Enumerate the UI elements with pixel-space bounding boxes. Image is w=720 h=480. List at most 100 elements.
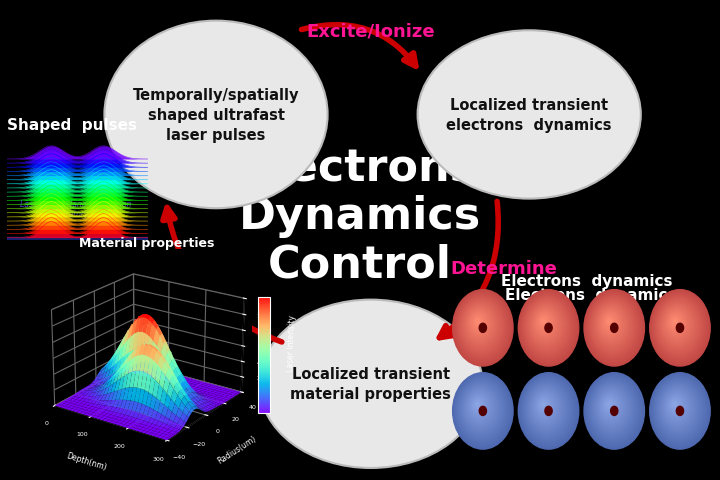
Circle shape (604, 398, 616, 413)
Circle shape (657, 300, 699, 353)
Circle shape (587, 376, 641, 444)
Circle shape (607, 319, 611, 324)
Circle shape (603, 397, 617, 415)
Circle shape (657, 299, 701, 354)
Ellipse shape (418, 31, 641, 199)
Circle shape (669, 314, 683, 332)
Circle shape (536, 396, 553, 416)
Circle shape (523, 295, 573, 359)
Circle shape (602, 313, 618, 333)
Circle shape (468, 310, 490, 338)
Circle shape (525, 299, 570, 354)
Circle shape (475, 401, 481, 408)
Circle shape (608, 403, 610, 406)
Circle shape (672, 401, 678, 408)
Ellipse shape (259, 300, 482, 468)
Bar (7, 237, 148, 240)
Circle shape (600, 393, 622, 420)
Circle shape (659, 301, 697, 350)
Circle shape (531, 388, 561, 427)
Circle shape (541, 319, 546, 324)
Text: Laser Micro/Nano Fabrication
Laboratory, RIT: Laser Micro/Nano Fabrication Laboratory,… (20, 199, 131, 218)
Circle shape (601, 312, 619, 335)
Circle shape (649, 290, 710, 366)
Circle shape (524, 297, 570, 356)
Circle shape (475, 318, 481, 326)
Circle shape (532, 391, 559, 424)
Circle shape (459, 381, 503, 437)
X-axis label: Depth(nm): Depth(nm) (66, 451, 108, 472)
Circle shape (676, 407, 683, 416)
Circle shape (585, 374, 643, 448)
Circle shape (541, 318, 546, 326)
Circle shape (660, 302, 696, 348)
Circle shape (584, 290, 644, 366)
Text: Electrons  dynamics: Electrons dynamics (501, 273, 672, 288)
Circle shape (585, 375, 642, 446)
Circle shape (528, 385, 564, 431)
Circle shape (461, 300, 501, 351)
Circle shape (666, 394, 686, 419)
Circle shape (598, 390, 626, 425)
Circle shape (590, 299, 635, 354)
Title: Material properties: Material properties (78, 237, 214, 250)
Circle shape (521, 377, 574, 443)
Circle shape (660, 385, 696, 431)
Circle shape (540, 400, 548, 410)
Circle shape (535, 394, 555, 419)
Circle shape (611, 324, 618, 333)
Circle shape (528, 384, 566, 432)
Circle shape (661, 387, 693, 428)
Circle shape (476, 402, 480, 407)
Circle shape (472, 397, 486, 415)
Circle shape (654, 378, 704, 442)
Circle shape (480, 407, 487, 416)
Circle shape (462, 385, 499, 431)
Text: Temporally/spatially
shaped ultrafast
laser pulses: Temporally/spatially shaped ultrafast la… (132, 88, 300, 143)
Circle shape (531, 390, 559, 425)
Circle shape (477, 320, 479, 323)
Text: Determine: Determine (451, 260, 557, 278)
Circle shape (599, 309, 623, 339)
Circle shape (670, 316, 680, 329)
Circle shape (458, 296, 506, 357)
Circle shape (585, 291, 643, 365)
Circle shape (652, 376, 706, 444)
Text: Localized transient
material properties: Localized transient material properties (290, 367, 451, 401)
Circle shape (521, 376, 575, 444)
Circle shape (674, 320, 675, 323)
Circle shape (476, 319, 480, 324)
Circle shape (464, 387, 496, 428)
Circle shape (652, 293, 706, 362)
Circle shape (605, 316, 615, 329)
Circle shape (531, 307, 559, 342)
Circle shape (664, 308, 690, 341)
Circle shape (593, 384, 631, 432)
Circle shape (525, 381, 570, 437)
Circle shape (673, 402, 677, 407)
Circle shape (652, 292, 708, 363)
Circle shape (542, 403, 544, 406)
Circle shape (467, 308, 493, 341)
Circle shape (454, 374, 512, 448)
Circle shape (593, 301, 631, 350)
Ellipse shape (104, 22, 328, 209)
Circle shape (472, 315, 485, 330)
Circle shape (665, 392, 689, 422)
Circle shape (466, 307, 494, 342)
Circle shape (611, 407, 618, 416)
Circle shape (539, 316, 549, 329)
Circle shape (598, 307, 626, 342)
Circle shape (456, 378, 507, 442)
Circle shape (673, 319, 677, 324)
Circle shape (603, 314, 617, 332)
Circle shape (465, 306, 495, 344)
Circle shape (606, 318, 613, 326)
Circle shape (667, 312, 685, 335)
Circle shape (467, 309, 492, 339)
Circle shape (518, 290, 579, 366)
Circle shape (596, 306, 626, 344)
Circle shape (600, 394, 621, 419)
Circle shape (658, 300, 698, 351)
Circle shape (471, 313, 487, 333)
